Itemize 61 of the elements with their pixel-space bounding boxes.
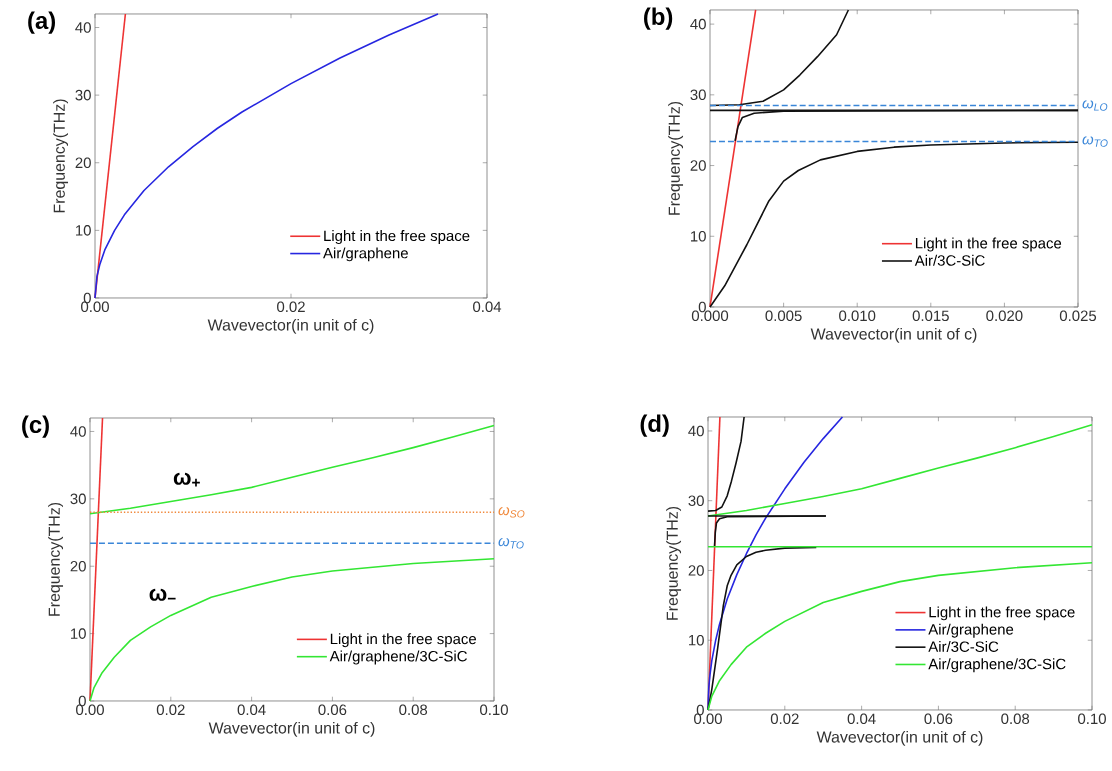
annotation: ω$_{−}$ [149, 588, 176, 601]
y-tick-label: 40 [70, 426, 86, 437]
x-tick-label: 0.02 [156, 704, 185, 716]
y-tick-label: 40 [690, 18, 706, 30]
x-tick-label: 0.06 [318, 704, 347, 716]
y-tick-label: 20 [75, 157, 91, 169]
y-tick-label: 30 [75, 89, 91, 101]
x-axis-title: Wavevector(in unit of c) [816, 730, 983, 746]
chart-title: (d) [640, 414, 669, 437]
ref-line-label: ω$_{TO}$ [498, 538, 524, 549]
ref-line-label: ω$_{SO}$ [498, 507, 525, 518]
x-tick-label: 0.020 [986, 310, 1023, 322]
y-tick-label: 10 [689, 634, 704, 646]
chart-title: (a) [28, 11, 56, 34]
x-axis-title: Wavevector(in unit of c) [208, 721, 375, 737]
x-tick-label: 0.10 [480, 704, 508, 716]
x-tick-label: 0.10 [1078, 713, 1106, 725]
y-axis-title: Frequency(THz) [668, 101, 684, 215]
x-tick-label: 0.04 [847, 713, 876, 725]
y-axis-title: Frequency(THz) [53, 99, 69, 213]
legend-label: Light in the free space [324, 230, 470, 245]
y-axis-title: Frequency(THz) [48, 502, 64, 616]
y-tick-label: 30 [688, 495, 704, 506]
legend-label: Light in the free space [915, 237, 1062, 252]
x-tick-label: 0.015 [912, 310, 949, 322]
y-tick-label: 20 [688, 565, 704, 576]
y-tick-label: 10 [76, 225, 91, 236]
ref-line-label: ω$_{LO}$ [1082, 100, 1108, 111]
x-tick-label: 0.005 [765, 310, 802, 322]
x-tick-label: 0.02 [770, 713, 799, 725]
chart-title: (b) [644, 7, 673, 30]
y-tick-label: 10 [691, 230, 706, 242]
x-axis-title: Wavevector(in unit of c) [207, 318, 374, 334]
x-tick-label: 0.04 [237, 704, 266, 716]
legend-label: Light in the free space [330, 633, 477, 648]
legend-label: Air/graphene [928, 623, 1014, 638]
legend-label: Air/graphene/3C-SiC [928, 658, 1066, 673]
x-tick-label: 0.08 [399, 704, 428, 716]
y-tick-label: 10 [71, 628, 86, 639]
legend-label: Air/graphene/3C-SiC [329, 650, 467, 665]
chart-title: (c) [22, 415, 49, 438]
y-tick-label: 40 [75, 22, 91, 33]
x-tick-label: 0.08 [1001, 713, 1030, 725]
legend-label: Light in the free space [929, 606, 1075, 621]
annotation: ω$_{+}$ [173, 472, 200, 487]
x-tick-label: 0.04 [473, 301, 502, 313]
x-tick-label: 0.025 [1059, 310, 1097, 322]
x-tick-label: 0.02 [277, 301, 305, 313]
x-tick-label: 0.06 [924, 713, 953, 725]
x-axis-title: Wavevector(in unit of c) [810, 327, 977, 343]
legend-label: Air/3C-SiC [914, 254, 985, 266]
y-tick-label: 40 [688, 425, 704, 437]
ref-line-label: ω$_{TO}$ [1082, 136, 1108, 147]
x-tick-label: 0.010 [839, 310, 876, 322]
y-tick-label: 20 [70, 560, 86, 572]
y-tick-label: 30 [70, 493, 86, 505]
legend-label: Air/3C-SiC [928, 641, 999, 652]
legend-label: Air/graphene [323, 247, 408, 262]
y-axis-title: Frequency(THz) [666, 506, 682, 620]
y-tick-label: 30 [690, 89, 706, 101]
y-tick-label: 20 [690, 160, 706, 171]
